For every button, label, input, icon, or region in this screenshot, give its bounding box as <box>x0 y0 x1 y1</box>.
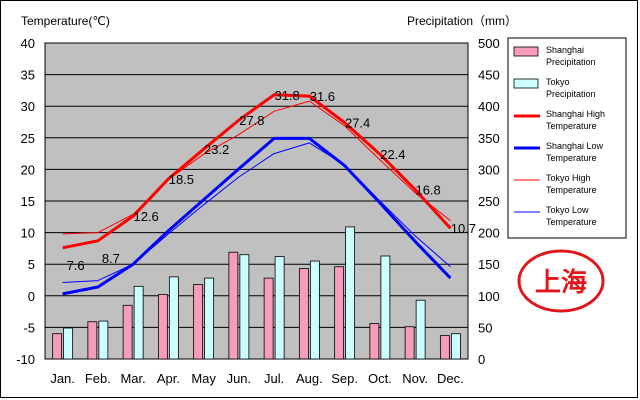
precip-bar <box>369 323 380 360</box>
seal-ring <box>517 249 605 313</box>
legend-label: Shanghai High <box>546 109 605 119</box>
right-tick-label: 300 <box>478 162 500 177</box>
legend-label: Tokyo High <box>546 173 591 183</box>
precip-bar <box>309 260 320 360</box>
month-label: May <box>191 371 216 386</box>
right-tick-label: 200 <box>478 226 500 241</box>
precip-bar <box>204 277 215 360</box>
month-label: Mar. <box>120 371 145 386</box>
month-label: Dec. <box>437 371 464 386</box>
data-label: 23.2 <box>204 142 229 157</box>
data-label: 8.7 <box>102 251 120 266</box>
precip-bar <box>157 294 168 360</box>
legend-label: Temperature <box>546 153 597 163</box>
temperature-line <box>62 100 451 235</box>
legend-label: Tokyo <box>546 77 570 87</box>
precip-bar <box>52 333 63 360</box>
left-tick-label: -10 <box>16 352 35 367</box>
precip-bar <box>263 277 274 360</box>
precip-bar <box>404 326 415 360</box>
month-label: Nov. <box>402 371 428 386</box>
left-tick-label: 0 <box>28 289 35 304</box>
month-label: Jan. <box>50 371 75 386</box>
precip-bar <box>168 276 179 360</box>
legend-label: Precipitation <box>546 57 596 67</box>
data-label: 22.4 <box>380 147 405 162</box>
legend-label: Precipitation <box>546 89 596 99</box>
data-label: 31.6 <box>310 89 335 104</box>
precip-bar <box>439 335 450 360</box>
precip-bar <box>450 333 461 360</box>
precip-bar <box>334 266 345 360</box>
precip-bar <box>228 251 239 360</box>
legend-box <box>507 37 627 239</box>
right-tick-label: 0 <box>478 352 485 367</box>
left-tick-label: 5 <box>28 257 35 272</box>
precip-bar <box>193 284 204 360</box>
right-axis-title: Precipitation（mm） <box>407 14 517 28</box>
legend-swatch <box>513 78 539 89</box>
shanghai-seal: 上海 <box>517 249 605 313</box>
legend-label: Shanghai Low <box>546 141 604 151</box>
precip-bar <box>298 268 309 360</box>
right-tick-label: 500 <box>478 36 500 51</box>
legend-label: Shanghai <box>546 45 584 55</box>
month-label: Jul. <box>264 371 284 386</box>
data-label: 7.6 <box>67 258 85 273</box>
right-tick-label: 250 <box>478 194 500 209</box>
left-axis-title: Temperature(℃) <box>21 14 110 28</box>
month-label: Feb. <box>85 371 111 386</box>
precip-bar <box>63 327 74 360</box>
left-tick-label: -5 <box>23 320 35 335</box>
right-tick-label: 450 <box>478 68 500 83</box>
legend-label: Temperature <box>546 185 597 195</box>
data-label: 18.5 <box>169 172 194 187</box>
plot-area: 4035302520151050-5-105004504003503002502… <box>16 36 500 386</box>
right-tick-label: 50 <box>478 320 492 335</box>
right-tick-label: 350 <box>478 131 500 146</box>
month-label: Sep. <box>331 371 358 386</box>
data-label: 16.8 <box>415 183 440 198</box>
legend-label: Temperature <box>546 217 597 227</box>
precip-bar <box>98 320 109 360</box>
data-label: 31.8 <box>274 88 299 103</box>
precip-bar <box>122 304 133 360</box>
precip-bar <box>87 321 98 360</box>
temperature-line <box>62 93 452 250</box>
left-tick-label: 20 <box>21 162 35 177</box>
left-tick-label: 30 <box>21 99 35 114</box>
month-label: Apr. <box>157 371 180 386</box>
seal-text: 上海 <box>535 267 587 297</box>
month-label: Jun. <box>227 371 252 386</box>
precip-bar <box>239 254 250 360</box>
right-tick-label: 100 <box>478 289 500 304</box>
legend-label: Tokyo Low <box>546 205 589 215</box>
left-tick-label: 10 <box>21 226 35 241</box>
data-label: 27.4 <box>345 116 370 131</box>
left-tick-label: 35 <box>21 68 35 83</box>
legend-label: Temperature <box>546 121 597 131</box>
month-label: Aug. <box>296 371 323 386</box>
data-label: 10.7 <box>451 221 476 236</box>
left-tick-label: 40 <box>21 36 35 51</box>
data-label: 12.6 <box>133 209 158 224</box>
legend: Shanghai Precipitation Tokyo Precipitation S… <box>507 37 627 239</box>
legend-swatch <box>513 46 539 57</box>
right-tick-label: 150 <box>478 257 500 272</box>
precip-bar <box>380 255 391 360</box>
left-tick-label: 25 <box>21 131 35 146</box>
right-tick-label: 400 <box>478 99 500 114</box>
month-label: Oct. <box>368 371 392 386</box>
precip-bar <box>345 226 356 360</box>
precip-bar <box>274 256 285 360</box>
data-label: 27.8 <box>239 113 264 128</box>
precip-bar <box>133 285 144 360</box>
precip-bar <box>415 299 426 360</box>
left-tick-label: 15 <box>21 194 35 209</box>
temperature-line <box>62 136 452 296</box>
